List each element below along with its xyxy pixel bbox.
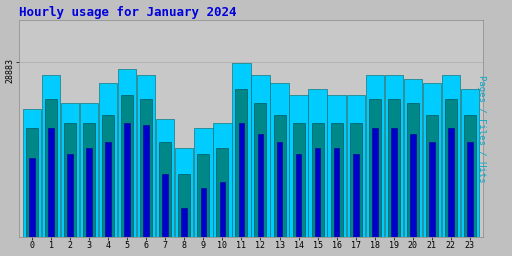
Bar (220, 182, 225, 256)
Bar (236, 89, 247, 256)
Bar (347, 95, 365, 256)
Bar (239, 123, 244, 256)
Text: Hourly usage for January 2024: Hourly usage for January 2024 (19, 6, 236, 18)
Bar (391, 129, 397, 256)
Bar (334, 148, 339, 256)
Bar (23, 109, 41, 256)
Bar (350, 123, 361, 256)
Bar (45, 99, 57, 256)
Bar (99, 83, 117, 256)
Bar (403, 79, 422, 256)
Bar (258, 134, 263, 256)
Bar (366, 75, 384, 256)
Bar (442, 75, 460, 256)
Bar (64, 123, 76, 256)
Bar (308, 89, 327, 256)
Bar (296, 154, 302, 256)
Bar (289, 95, 308, 256)
Bar (426, 115, 438, 256)
Bar (121, 95, 133, 256)
Bar (159, 142, 172, 256)
Bar (254, 103, 266, 256)
Bar (270, 83, 289, 256)
Bar (461, 89, 479, 256)
Bar (29, 158, 35, 256)
Bar (83, 123, 95, 256)
Bar (118, 69, 136, 256)
Bar (102, 115, 114, 256)
Y-axis label: Pages / Files / Hits: Pages / Files / Hits (477, 75, 486, 182)
Bar (407, 103, 419, 256)
Bar (162, 174, 168, 256)
Bar (232, 63, 250, 256)
Bar (448, 129, 454, 256)
Bar (410, 134, 416, 256)
Bar (217, 148, 228, 256)
Bar (26, 129, 38, 256)
Bar (87, 148, 92, 256)
Bar (445, 99, 457, 256)
Bar (331, 123, 343, 256)
Bar (80, 103, 98, 256)
Bar (429, 142, 435, 256)
Bar (273, 115, 286, 256)
Bar (201, 188, 206, 256)
Bar (214, 123, 231, 256)
Bar (140, 99, 152, 256)
Bar (464, 115, 476, 256)
Bar (276, 142, 282, 256)
Bar (251, 75, 270, 256)
Bar (124, 123, 130, 256)
Bar (143, 125, 149, 256)
Bar (388, 99, 400, 256)
Bar (181, 208, 187, 256)
Bar (292, 123, 305, 256)
Bar (197, 154, 209, 256)
Bar (105, 142, 111, 256)
Bar (315, 148, 321, 256)
Bar (156, 119, 175, 256)
Bar (67, 154, 73, 256)
Bar (194, 129, 212, 256)
Bar (467, 142, 473, 256)
Bar (369, 99, 381, 256)
Bar (372, 129, 377, 256)
Bar (178, 174, 190, 256)
Bar (175, 148, 194, 256)
Bar (42, 75, 60, 256)
Bar (137, 75, 156, 256)
Bar (48, 129, 54, 256)
Bar (353, 154, 358, 256)
Bar (61, 103, 79, 256)
Bar (422, 83, 441, 256)
Bar (328, 95, 346, 256)
Bar (312, 123, 324, 256)
Bar (385, 75, 403, 256)
